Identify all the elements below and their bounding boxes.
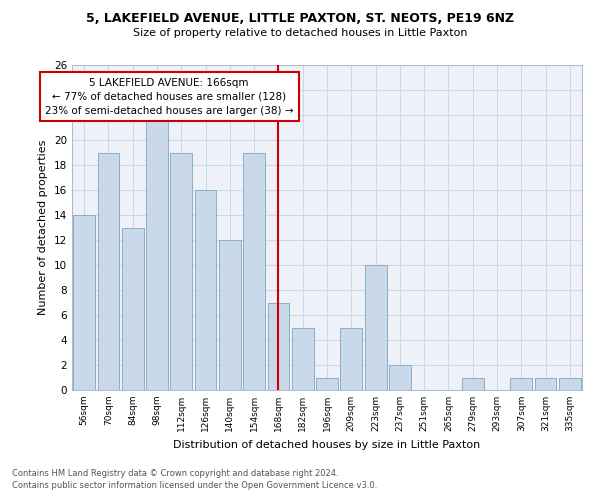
Bar [146, 115, 168, 390]
Bar [243, 152, 265, 390]
Bar [340, 328, 362, 390]
Y-axis label: Number of detached properties: Number of detached properties [38, 140, 49, 315]
Bar [170, 152, 192, 390]
Text: Contains HM Land Registry data © Crown copyright and database right 2024.: Contains HM Land Registry data © Crown c… [12, 468, 338, 477]
Text: Size of property relative to detached houses in Little Paxton: Size of property relative to detached ho… [133, 28, 467, 38]
Text: 5 LAKEFIELD AVENUE: 166sqm
← 77% of detached houses are smaller (128)
23% of sem: 5 LAKEFIELD AVENUE: 166sqm ← 77% of deta… [45, 78, 293, 116]
Bar [535, 378, 556, 390]
Bar [97, 152, 119, 390]
Bar [219, 240, 241, 390]
Text: 5, LAKEFIELD AVENUE, LITTLE PAXTON, ST. NEOTS, PE19 6NZ: 5, LAKEFIELD AVENUE, LITTLE PAXTON, ST. … [86, 12, 514, 26]
Bar [389, 365, 411, 390]
Bar [194, 190, 217, 390]
Bar [462, 378, 484, 390]
X-axis label: Distribution of detached houses by size in Little Paxton: Distribution of detached houses by size … [173, 440, 481, 450]
Bar [511, 378, 532, 390]
Bar [365, 265, 386, 390]
Bar [559, 378, 581, 390]
Bar [122, 228, 143, 390]
Bar [292, 328, 314, 390]
Text: Contains public sector information licensed under the Open Government Licence v3: Contains public sector information licen… [12, 481, 377, 490]
Bar [268, 302, 289, 390]
Bar [73, 215, 95, 390]
Bar [316, 378, 338, 390]
